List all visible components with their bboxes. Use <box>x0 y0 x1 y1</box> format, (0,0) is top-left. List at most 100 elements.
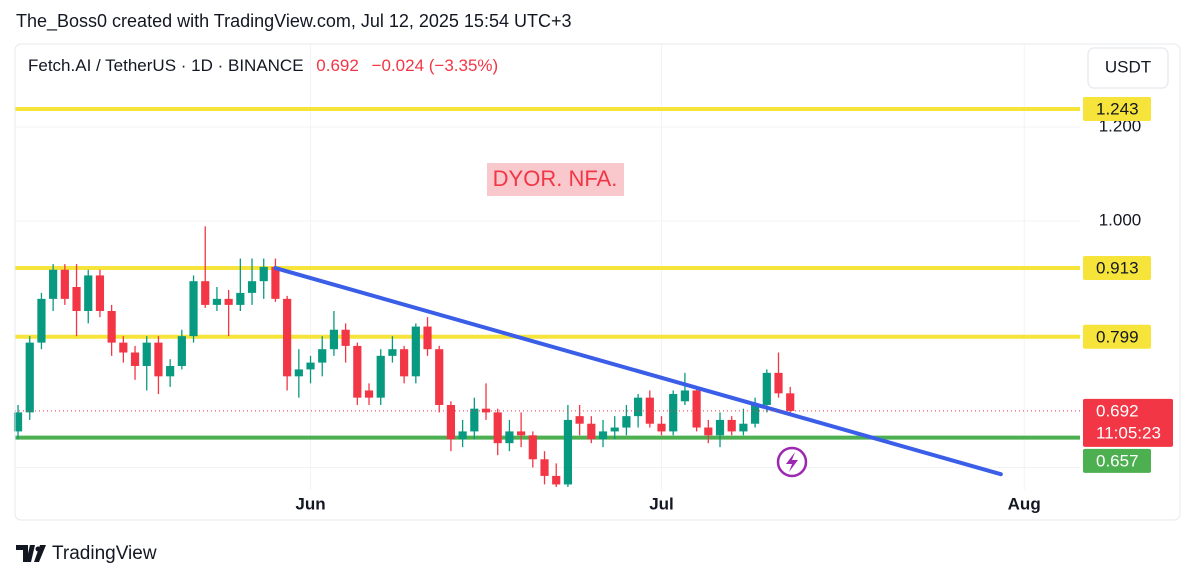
candle-body <box>177 336 186 366</box>
brand-logo <box>16 545 46 562</box>
candle-body <box>37 298 46 343</box>
candle-body <box>435 349 444 405</box>
overlay: 1.2001.0000.620JunJulAug1.2430.9130.7990… <box>295 96 1173 513</box>
candle-body <box>563 419 573 485</box>
currency: USDT <box>1105 57 1151 76</box>
candle-body <box>411 326 420 377</box>
candle-body <box>505 431 514 444</box>
annotation: DYOR. NFA. <box>493 166 618 191</box>
candle-body <box>364 390 374 398</box>
candle-body <box>400 349 409 377</box>
candle-body <box>49 269 58 299</box>
candle-body <box>60 269 69 299</box>
candle-body <box>212 298 222 305</box>
x-tick-label: Jun <box>295 494 325 513</box>
candle-body <box>376 355 385 398</box>
candle-body <box>493 412 502 444</box>
plot <box>13 106 1080 488</box>
candle-body <box>657 423 666 432</box>
candle-body <box>470 408 479 432</box>
candle-body <box>388 349 397 356</box>
candle-body <box>95 275 105 311</box>
candle-body <box>598 431 608 440</box>
symbol-title: Fetch.AI / TetherUS · 1D · BINANCE 0.692… <box>28 56 498 75</box>
candle-body <box>25 342 34 413</box>
candle-body <box>528 435 537 460</box>
candle-body <box>458 431 467 440</box>
candle-body <box>669 394 678 432</box>
candle-body <box>166 365 175 377</box>
candle-body <box>247 281 257 293</box>
candle-body <box>739 423 748 432</box>
candle-body <box>634 397 643 417</box>
candle-body <box>727 419 736 432</box>
candle-body <box>704 427 713 436</box>
candle-body <box>481 408 491 413</box>
candle-body <box>72 287 81 311</box>
chart-frame <box>14 43 1181 521</box>
candle-body <box>751 404 760 424</box>
level-label-box <box>1083 448 1151 473</box>
candle-body <box>587 423 596 440</box>
last-price: 0.692 <box>316 56 359 75</box>
x-tick-label: Jul <box>649 494 674 513</box>
candle-body <box>774 372 783 394</box>
level-label-box <box>1083 256 1151 281</box>
candle-body <box>142 342 151 366</box>
candle-body <box>107 310 116 343</box>
candle-body <box>715 419 725 436</box>
candle-body <box>84 275 93 311</box>
candle-body <box>329 329 339 350</box>
candle-body <box>259 266 268 282</box>
candle-body <box>353 345 362 398</box>
brand-name: TradingView <box>52 543 157 564</box>
candle-body <box>224 298 233 305</box>
candle-body <box>341 329 350 346</box>
level-label-box <box>1083 324 1151 349</box>
level-label: 1.243 <box>1096 99 1139 118</box>
attribution: The_Boss0 created with TradingView.com, … <box>16 11 572 32</box>
last-price-label: 0.692 <box>1096 401 1139 420</box>
candle-body <box>119 342 128 353</box>
symbol-name: Fetch.AI / TetherUS · 1D · BINANCE <box>28 56 304 75</box>
price-change: −0.024 (−3.35%) <box>372 56 499 75</box>
countdown: 11:05:23 <box>1096 423 1161 442</box>
candle-body <box>786 393 795 411</box>
candle-body <box>762 372 771 405</box>
candle-body <box>306 362 315 370</box>
currency-box <box>1087 47 1169 89</box>
candle-body <box>271 266 280 299</box>
lightning-icon <box>776 446 808 478</box>
level-label: 0.799 <box>1096 327 1139 346</box>
candle-body <box>189 281 198 337</box>
level-label-box <box>1083 96 1151 121</box>
candle-body <box>13 412 23 432</box>
candle-body <box>201 281 210 305</box>
candle-body <box>294 369 303 377</box>
trend-line <box>273 266 1003 477</box>
candle-body <box>692 390 701 428</box>
candle-body <box>540 459 549 476</box>
candle-body <box>318 349 327 363</box>
level-label: 0.913 <box>1096 259 1139 278</box>
candle-body <box>154 342 163 377</box>
y-tick-label: 1.000 <box>1099 211 1142 230</box>
candle-body <box>283 298 292 377</box>
annotation-box <box>487 163 624 196</box>
y-tick-label: 1.200 <box>1099 117 1142 136</box>
candle-body <box>517 431 526 436</box>
candle-body <box>610 427 619 432</box>
level-label: 0.657 <box>1096 451 1139 470</box>
candle-body <box>423 326 432 350</box>
last-price-box <box>1083 398 1173 447</box>
candle-body <box>575 416 584 424</box>
candle-body <box>622 416 631 428</box>
candle-body <box>680 390 690 402</box>
x-tick-label: Aug <box>1008 494 1041 513</box>
candle-body <box>446 404 456 440</box>
candle-body <box>130 352 140 366</box>
candle-body <box>645 397 654 424</box>
candle-body <box>236 292 245 305</box>
